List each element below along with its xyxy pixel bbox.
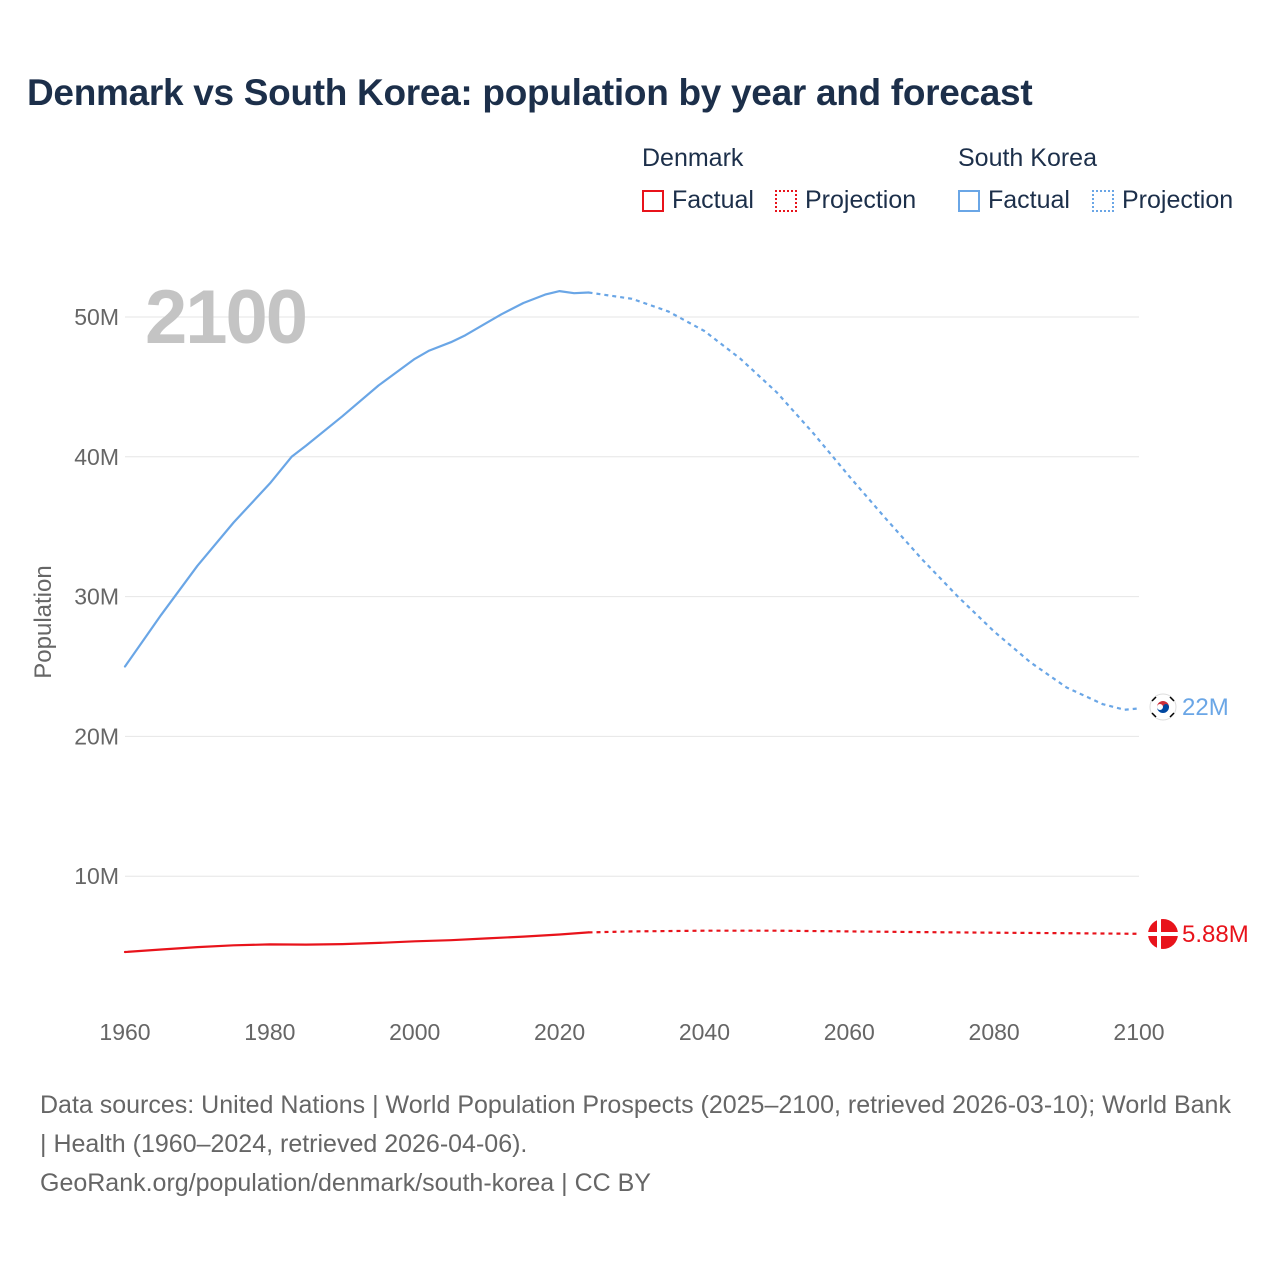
population-chart: 10M 20M 30M 40M 50M 1960 1980 2000 2020 2040 2060… <box>30 275 1249 1045</box>
legend-label: Projection <box>1122 186 1234 214</box>
denmark-projection-line <box>588 929 1140 935</box>
y-tick-label: 40M <box>74 444 119 470</box>
legend-label: Factual <box>988 186 1070 214</box>
x-tick-label: 1960 <box>99 1019 150 1045</box>
legend-label: Factual <box>672 186 754 214</box>
south-korea-end-label: 22M <box>1182 694 1229 721</box>
footer: Data sources: United Nations | World Pop… <box>40 1086 1240 1203</box>
legend-label: Projection <box>805 186 917 214</box>
legend-denmark-factual[interactable]: Factual <box>642 186 754 215</box>
y-tick-label: 50M <box>74 304 119 330</box>
y-tick-label: 30M <box>74 584 119 610</box>
x-tick-label: 2080 <box>969 1019 1020 1045</box>
x-tick-label: 2000 <box>389 1019 440 1045</box>
chart-title: Denmark vs South Korea: population by ye… <box>27 72 1033 113</box>
series-lines <box>123 290 1140 954</box>
south-korea-flag-icon <box>1149 693 1177 721</box>
denmark-end-label: 5.88M <box>1182 921 1249 948</box>
denmark-flag-icon <box>1148 919 1178 949</box>
legend-swatch-dotted <box>775 189 797 212</box>
legend-denmark-projection[interactable]: Projection <box>775 186 916 215</box>
legend-swatch-solid <box>958 189 980 212</box>
denmark-factual-line <box>123 931 590 954</box>
y-axis-label: Population <box>30 565 57 678</box>
legend-south-korea-projection[interactable]: Projection <box>1092 186 1233 215</box>
current-year-label: 2100 <box>145 275 306 360</box>
y-axis-ticks: 10M 20M 30M 40M 50M <box>74 304 119 889</box>
grid-lines <box>125 316 1139 877</box>
x-tick-label: 1980 <box>244 1019 295 1045</box>
x-tick-label: 2020 <box>534 1019 585 1045</box>
legend-swatch-solid <box>642 189 664 212</box>
x-tick-label: 2040 <box>679 1019 730 1045</box>
data-sources: Data sources: United Nations | World Pop… <box>40 1091 1231 1158</box>
x-tick-label: 2100 <box>1113 1019 1164 1045</box>
x-tick-label: 2060 <box>824 1019 875 1045</box>
y-tick-label: 20M <box>74 723 119 749</box>
legend-swatch-dotted <box>1092 189 1114 212</box>
south-korea-projection-line <box>588 291 1140 711</box>
south-korea-factual-line <box>123 290 590 668</box>
legend-group-south-korea: South Korea <box>958 144 1097 172</box>
legend-group-denmark: Denmark <box>642 144 744 172</box>
credit-link[interactable]: GeoRank.org/population/denmark/south-kor… <box>40 1169 651 1197</box>
legend-south-korea-factual[interactable]: Factual <box>958 186 1070 215</box>
y-tick-label: 10M <box>74 863 119 889</box>
x-axis-ticks: 1960 1980 2000 2020 2040 2060 2080 2100 <box>99 1019 1164 1045</box>
